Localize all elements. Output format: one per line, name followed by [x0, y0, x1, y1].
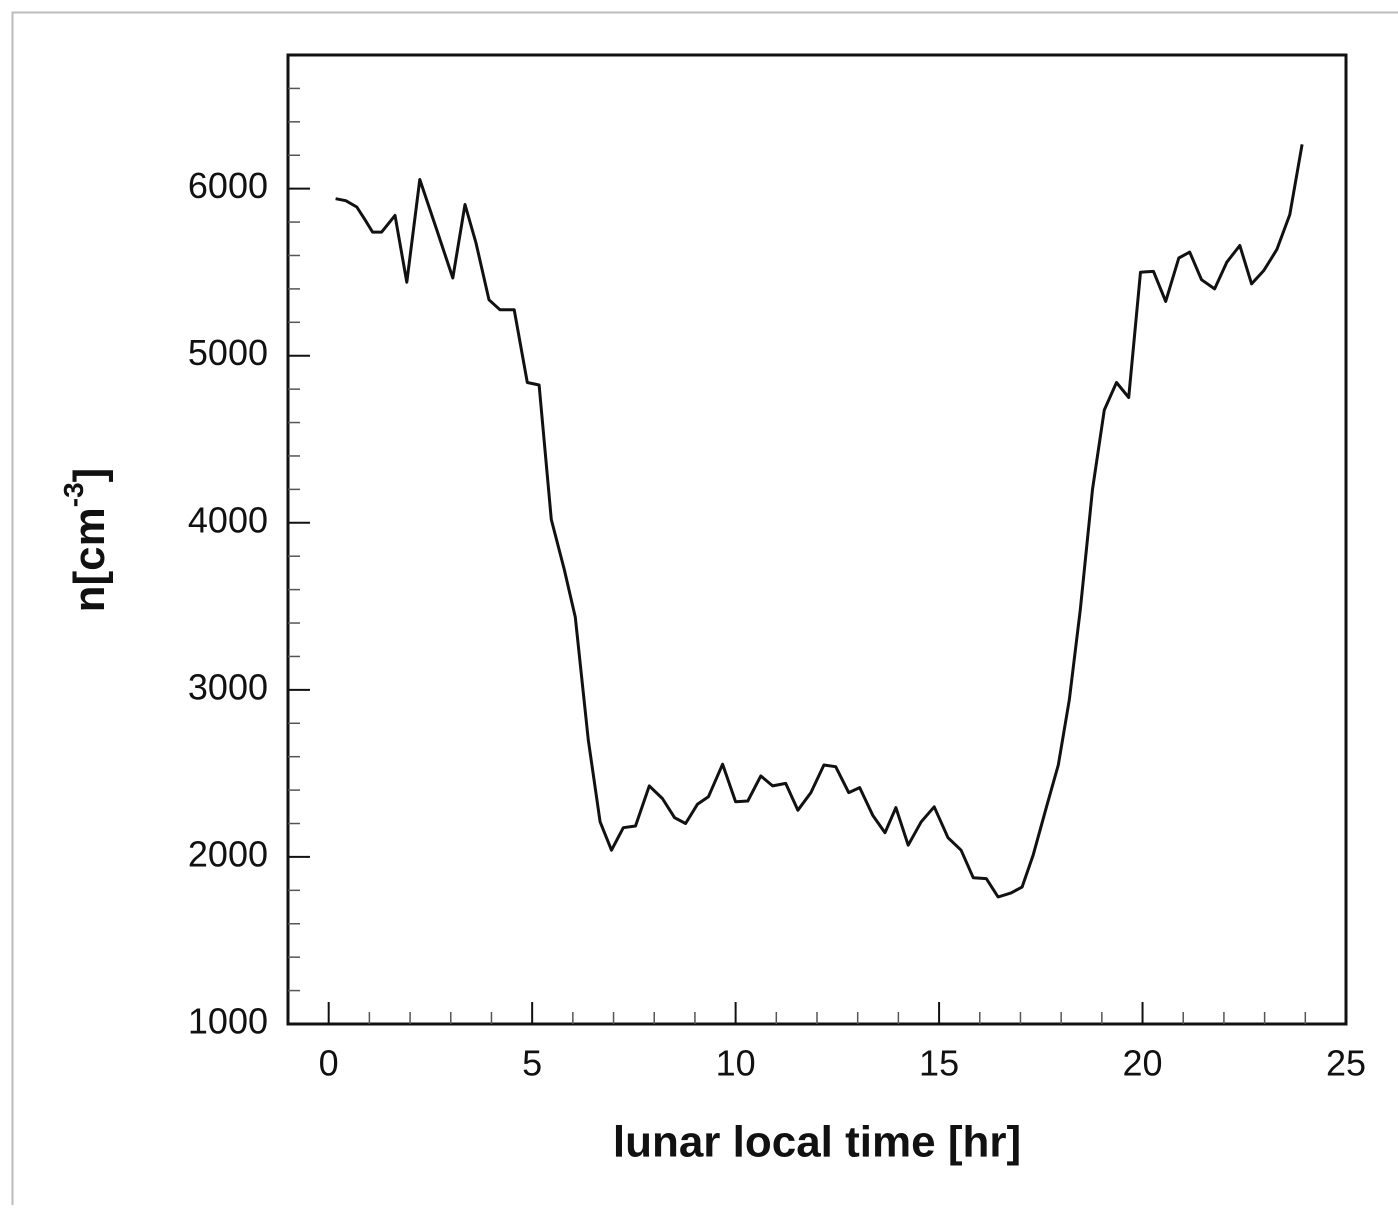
y-tick-label: 4000: [188, 499, 268, 540]
y-axis-label: n[cm-3]: [58, 468, 113, 613]
y-tick-label: 6000: [188, 165, 268, 206]
y-tick-label: 2000: [188, 833, 268, 874]
y-tick-label: 3000: [188, 666, 268, 707]
y-tick-label: 5000: [188, 332, 268, 373]
y-label-text: n[cm: [65, 507, 114, 612]
y-label-end: ]: [65, 468, 114, 483]
x-tick-label: 20: [1123, 1043, 1163, 1084]
x-tick-label: 5: [522, 1043, 542, 1084]
x-tick-label: 25: [1326, 1043, 1366, 1084]
y-label-sup: -3: [58, 482, 89, 507]
data-line: [336, 144, 1303, 897]
x-axis-label: lunar local time [hr]: [613, 1118, 1021, 1167]
plot-area: [288, 55, 1346, 1024]
x-tick-label: 15: [919, 1043, 959, 1084]
y-tick-label: 1000: [188, 1001, 268, 1042]
x-tick-label: 10: [716, 1043, 756, 1084]
x-tick-label: 0: [319, 1043, 339, 1084]
